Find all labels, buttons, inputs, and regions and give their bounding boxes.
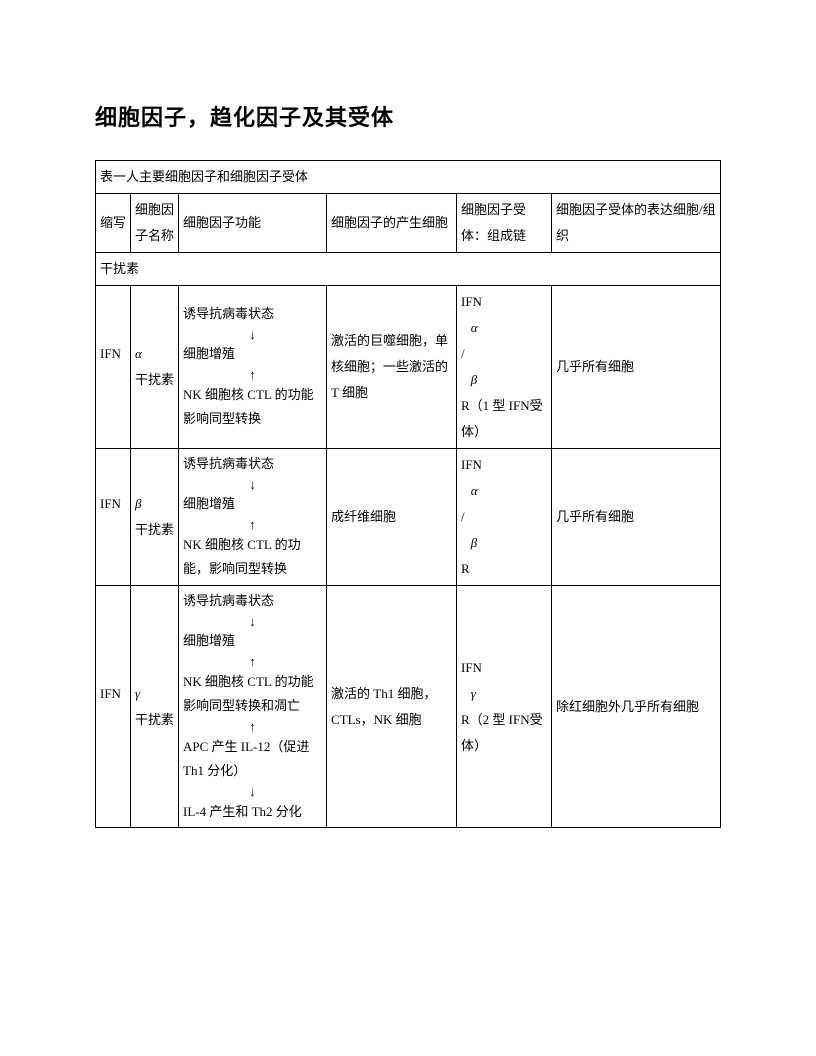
recp-symbol: β — [471, 535, 477, 550]
name-suffix: 干扰素 — [135, 372, 174, 387]
func-line: 细胞增殖 — [183, 346, 235, 361]
abbr-text: IFN — [100, 346, 121, 361]
table-row: IFN α α 干扰素 诱导抗病毒状态 ↓ 细胞增殖 ↑ NK 细胞核 CTL … — [96, 286, 721, 449]
up-arrow-icon: ↑ — [183, 654, 322, 670]
recp-pre: IFN — [461, 457, 482, 472]
cell-receptor: IFN α / β R（1 型 IFN受体） — [457, 286, 552, 449]
func-line: 诱导抗病毒状态 — [183, 593, 274, 608]
cell-expression: 几乎所有细胞 — [552, 286, 721, 449]
recp-suffix: R（1 型 IFN受体） — [461, 398, 543, 439]
cell-receptor: IFN γ R（2 型 IFN受体） — [457, 586, 552, 828]
cell-function: 诱导抗病毒状态 ↓ 细胞增殖 ↑ NK 细胞核 CTL 的功能，影响同型转换 — [179, 449, 327, 586]
cell-name: α 干扰素 — [131, 286, 179, 449]
up-arrow-icon: ↑ — [183, 719, 322, 735]
abbr-text: IFN — [100, 496, 121, 511]
cell-abbr: IFN β — [96, 449, 131, 586]
cell-producer: 激活的 Th1 细胞，CTLs，NK 细胞 — [327, 586, 457, 828]
func-line: 诱导抗病毒状态 — [183, 306, 274, 321]
down-arrow-icon: ↓ — [183, 327, 322, 343]
recp-symbol: γ — [471, 686, 476, 701]
recp-symbol: β — [471, 372, 477, 387]
table-row: IFN β β 干扰素 诱导抗病毒状态 ↓ 细胞增殖 ↑ NK 细胞核 CTL … — [96, 449, 721, 586]
func-line: APC 产生 IL-12（促进 Th1 分化） — [183, 739, 309, 779]
func-line: 细胞增殖 — [183, 633, 235, 648]
header-row: 缩写 细胞因子名称 细胞因子功能 细胞因子的产生细胞 细胞因子受体：组成链 细胞… — [96, 194, 721, 253]
cell-receptor: IFN α / β R — [457, 449, 552, 586]
func-line: 影响同型转换 — [183, 411, 261, 426]
name-symbol: γ — [135, 686, 140, 701]
down-arrow-icon: ↓ — [183, 784, 322, 800]
page-title: 细胞因子，趋化因子及其受体 — [95, 100, 721, 132]
cell-producer: 成纤维细胞 — [327, 449, 457, 586]
cell-name: β 干扰素 — [131, 449, 179, 586]
func-line: 诱导抗病毒状态 — [183, 456, 274, 471]
func-line: 细胞增殖 — [183, 496, 235, 511]
cell-producer: 激活的巨噬细胞，单核细胞；一些激活的 T 细胞 — [327, 286, 457, 449]
func-line: NK 细胞核 CTL 的功能，影响同型转换 — [183, 537, 301, 577]
down-arrow-icon: ↓ — [183, 477, 322, 493]
header-abbr: 缩写 — [96, 194, 131, 253]
name-suffix: 干扰素 — [135, 522, 174, 537]
cell-abbr: IFN γ — [96, 586, 131, 828]
header-recp: 细胞因子受体：组成链 — [457, 194, 552, 253]
cell-abbr: IFN α — [96, 286, 131, 449]
recp-suffix: R（2 型 IFN受体） — [461, 712, 543, 753]
recp-sep: / — [461, 509, 465, 524]
header-expr: 细胞因子受体的表达细胞/组织 — [552, 194, 721, 253]
header-prod: 细胞因子的产生细胞 — [327, 194, 457, 253]
recp-pre: IFN — [461, 294, 482, 309]
func-line: IL-4 产生和 Th2 分化 — [183, 804, 302, 819]
table-caption: 表一人主要细胞因子和细胞因子受体 — [96, 161, 721, 194]
func-line: NK 细胞核 CTL 的功能 — [183, 387, 314, 402]
cell-function: 诱导抗病毒状态 ↓ 细胞增殖 ↑ NK 细胞核 CTL 的功能 影响同型转换和凋… — [179, 586, 327, 828]
header-name: 细胞因子名称 — [131, 194, 179, 253]
header-func: 细胞因子功能 — [179, 194, 327, 253]
func-line: NK 细胞核 CTL 的功能 — [183, 674, 314, 689]
recp-sep: / — [461, 346, 465, 361]
name-symbol: β — [135, 496, 141, 511]
recp-symbol: α — [471, 320, 478, 335]
cytokine-table: 表一人主要细胞因子和细胞因子受体 缩写 细胞因子名称 细胞因子功能 细胞因子的产… — [95, 160, 721, 828]
up-arrow-icon: ↑ — [183, 367, 322, 383]
section-label: 干扰素 — [96, 253, 721, 286]
name-symbol: α — [135, 346, 142, 361]
cell-expression: 几乎所有细胞 — [552, 449, 721, 586]
section-row: 干扰素 — [96, 253, 721, 286]
up-arrow-icon: ↑ — [183, 517, 322, 533]
recp-symbol: α — [471, 483, 478, 498]
recp-pre: IFN — [461, 660, 482, 675]
name-suffix: 干扰素 — [135, 712, 174, 727]
func-line: 影响同型转换和凋亡 — [183, 698, 300, 713]
cell-name: γ 干扰素 — [131, 586, 179, 828]
recp-suffix: R — [461, 561, 470, 576]
cell-expression: 除红细胞外几乎所有细胞 — [552, 586, 721, 828]
down-arrow-icon: ↓ — [183, 614, 322, 630]
table-row: IFN γ γ 干扰素 诱导抗病毒状态 ↓ 细胞增殖 ↑ NK 细胞核 CTL … — [96, 586, 721, 828]
cell-function: 诱导抗病毒状态 ↓ 细胞增殖 ↑ NK 细胞核 CTL 的功能 影响同型转换 — [179, 286, 327, 449]
abbr-text: IFN — [100, 686, 121, 701]
